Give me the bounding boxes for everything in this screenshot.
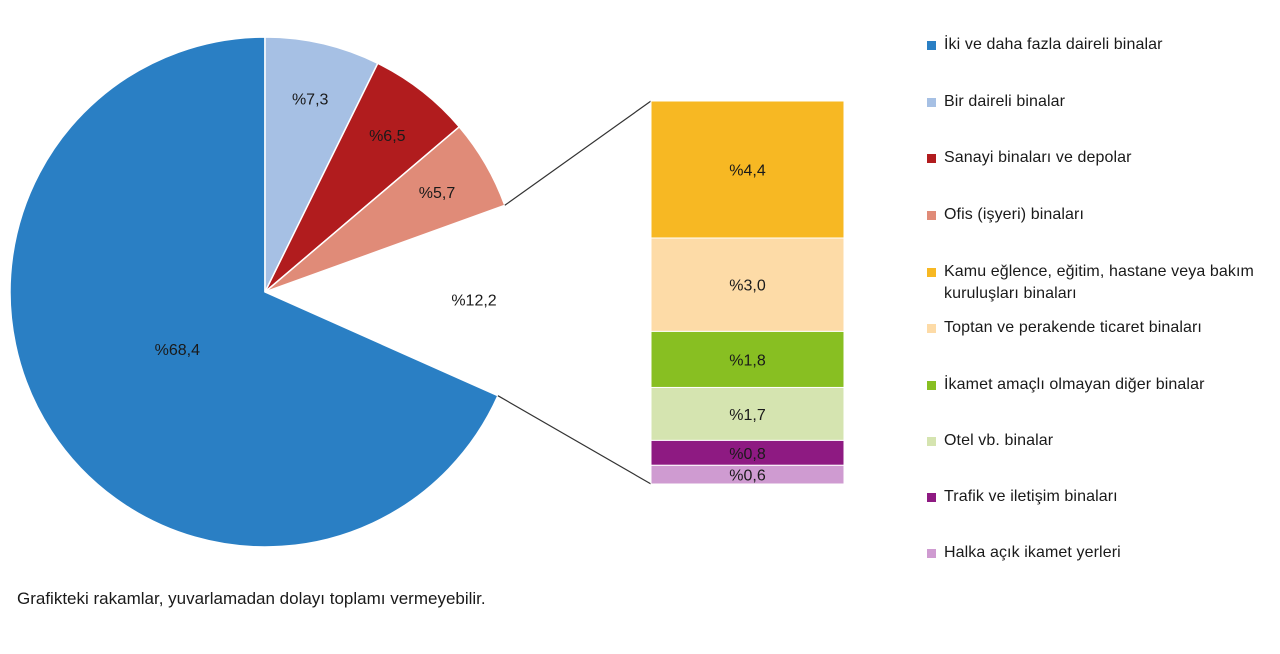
- bar-segment-transport-communication: [650, 439, 845, 466]
- slice-other: [265, 205, 520, 396]
- bar-segment-hotel: [650, 386, 845, 441]
- legend-item-public-residence: Halka açık ikamet yerleri: [927, 542, 1121, 564]
- pie-slice-label: %6,5: [369, 128, 406, 145]
- legend-label: Sanayi binaları ve depolar: [944, 149, 1132, 166]
- bar-segment-label: %3,0: [729, 278, 766, 295]
- bar-segment-label: %0,8: [729, 446, 766, 463]
- bar-segment-label: %4,4: [729, 163, 766, 180]
- pie-slice-label: %5,7: [419, 185, 456, 202]
- legend-label: Toptan ve perakende ticaret binaları: [944, 319, 1202, 336]
- pie-chart: %68,4 %7,3 %6,5 %5,7 %12,2: [9, 36, 520, 548]
- legend-item-industrial-warehouse: Sanayi binaları ve depolar: [927, 147, 1132, 169]
- bar-segment-public-residence: [650, 464, 845, 485]
- bar-segment-label: %1,8: [729, 352, 766, 369]
- legend-item-office: Ofis (işyeri) binaları: [927, 204, 1084, 226]
- legend-label: Otel vb. binalar: [944, 432, 1054, 449]
- legend-swatch: [927, 493, 936, 502]
- pie-slice-label: %68,4: [155, 342, 200, 359]
- legend-swatch: [927, 381, 936, 390]
- bar-segment-public-entertainment: [650, 100, 845, 239]
- legend-swatch: [927, 154, 936, 163]
- legend-swatch: [927, 41, 936, 50]
- legend-label: Halka açık ikamet yerleri: [944, 544, 1121, 561]
- connector-line-top: [504, 100, 652, 206]
- legend-item-hotel: Otel vb. binalar: [927, 430, 1053, 452]
- legend-swatch: [927, 211, 936, 220]
- legend-label: Bir daireli binalar: [944, 93, 1066, 110]
- legend-item-single-unit-residential: Bir daireli binalar: [927, 91, 1065, 113]
- slice-single-unit-residential: [264, 36, 379, 293]
- legend-swatch: [927, 437, 936, 446]
- bar-segment-other-non-residential: [650, 330, 845, 388]
- legend-item-wholesale-retail: Toptan ve perakende ticaret binaları: [927, 317, 1202, 339]
- legend-label: Ofis (işyeri) binaları: [944, 206, 1085, 223]
- legend-item-multi-unit-residential: İki ve daha fazla daireli binalar: [927, 34, 1163, 56]
- legend-swatch: [927, 549, 936, 558]
- legend-item-other-non-residential: İkamet amaçlı olmayan diğer binalar: [927, 374, 1205, 396]
- legend-swatch: [927, 268, 936, 277]
- legend-swatch: [927, 324, 936, 333]
- legend-swatch: [927, 98, 936, 107]
- legend-item-public-entertainment-education-health: Kamu eğlence, eğitim, hastane veya bakım…: [927, 261, 1279, 305]
- slice-multi-unit-residential: [9, 36, 499, 548]
- connector-line-bottom: [497, 395, 652, 485]
- legend-label: İki ve daha fazla daireli binalar: [944, 36, 1163, 53]
- legend-label: Kamu eğlence, eğitim, hastane veya bakım…: [944, 263, 1254, 302]
- legend-label: Trafik ve iletişim binaları: [944, 488, 1118, 505]
- connector-lines: [497, 100, 652, 485]
- legend-label: İkamet amaçlı olmayan diğer binalar: [944, 376, 1205, 393]
- bar-segment-label: %1,7: [729, 407, 766, 424]
- footnote: Grafikteki rakamlar, yuvarlamadan dolayı…: [17, 589, 486, 608]
- pie-slice-label: %12,2: [451, 293, 496, 310]
- bar-segment-label: %0,6: [729, 468, 766, 485]
- stacked-bar: %4,4 %3,0 %1,8 %1,7 %0,8 %0,6: [650, 100, 845, 485]
- legend-item-transport-communication: Trafik ve iletişim binaları: [927, 486, 1118, 508]
- pie-slice-label: %7,3: [292, 91, 329, 108]
